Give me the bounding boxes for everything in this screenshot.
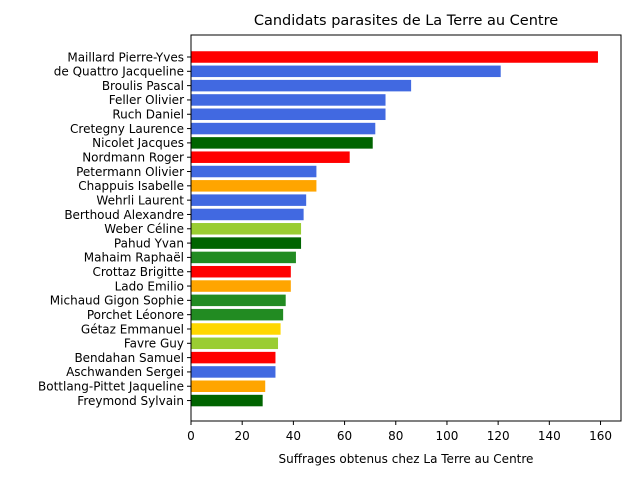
x-tick-label: 0 — [187, 429, 195, 443]
category-label: Nordmann Roger — [82, 151, 184, 165]
bar — [191, 394, 263, 407]
category-label: Freymond Sylvain — [77, 394, 184, 408]
bar — [191, 265, 291, 278]
x-tick-label: 40 — [286, 429, 301, 443]
category-label: Lado Emilio — [115, 279, 184, 293]
x-tick-label: 140 — [538, 429, 561, 443]
category-label: Berthoud Alexandre — [64, 208, 184, 222]
bars-group — [191, 51, 598, 407]
category-label: Chappuis Isabelle — [78, 179, 184, 193]
bar — [191, 308, 284, 321]
bar — [191, 280, 291, 292]
bar — [191, 366, 276, 378]
bar — [191, 208, 304, 221]
bar — [191, 122, 376, 135]
x-tick-label: 100 — [435, 429, 458, 443]
bar — [191, 223, 302, 235]
category-label: Porchet Léonore — [87, 308, 184, 322]
category-label: Ruch Daniel — [112, 108, 184, 122]
x-axis-label: Suffrages obtenus chez La Terre au Centr… — [279, 452, 534, 466]
x-tick-label: 160 — [589, 429, 612, 443]
bar — [191, 165, 317, 178]
category-label: Aschwanden Sergei — [66, 365, 184, 379]
bar — [191, 65, 501, 78]
category-label: Crottaz Brigitte — [92, 265, 184, 279]
bar — [191, 108, 386, 121]
category-label: Cretegny Laurence — [70, 122, 184, 136]
bar — [191, 79, 412, 92]
bar — [191, 323, 281, 335]
category-label: Maillard Pierre-Yves — [67, 50, 184, 64]
category-label: Weber Céline — [104, 222, 184, 236]
category-label: Wehrli Laurent — [96, 193, 184, 207]
category-label: Petermann Olivier — [76, 165, 184, 179]
category-label: Michaud Gigon Sophie — [50, 294, 184, 308]
category-label: Pahud Yvan — [114, 236, 184, 250]
bar — [191, 94, 386, 106]
x-tick-label: 60 — [337, 429, 352, 443]
category-label: Nicolet Jacques — [92, 136, 184, 150]
x-tick-label: 120 — [487, 429, 510, 443]
bar — [191, 194, 307, 206]
bar — [191, 251, 296, 264]
category-label: Feller Olivier — [109, 93, 184, 107]
bar — [191, 51, 598, 63]
bar — [191, 151, 350, 163]
category-label: de Quattro Jacqueline — [54, 65, 184, 79]
x-ticks: 0 20 40 60 80 100 120 140 160 — [187, 421, 612, 443]
bar — [191, 380, 266, 392]
category-label: Broulis Pascal — [102, 79, 184, 93]
bar — [191, 337, 279, 350]
bar — [191, 294, 286, 307]
plot-frame — [190, 34, 622, 422]
category-label: Bottlang-Pittet Jaqueline — [38, 380, 184, 394]
x-tick-label: 80 — [388, 429, 403, 443]
bar — [191, 351, 276, 364]
category-label: Mahaim Raphaël — [84, 251, 184, 265]
bar — [191, 137, 373, 149]
category-label: Gétaz Emmanuel — [81, 322, 184, 336]
bar — [191, 180, 317, 192]
category-label: Favre Guy — [124, 337, 184, 351]
x-tick-label: 20 — [235, 429, 250, 443]
chart-title: Candidats parasites de La Terre au Centr… — [254, 13, 558, 29]
bar — [191, 237, 302, 249]
category-label: Bendahan Samuel — [74, 351, 184, 365]
